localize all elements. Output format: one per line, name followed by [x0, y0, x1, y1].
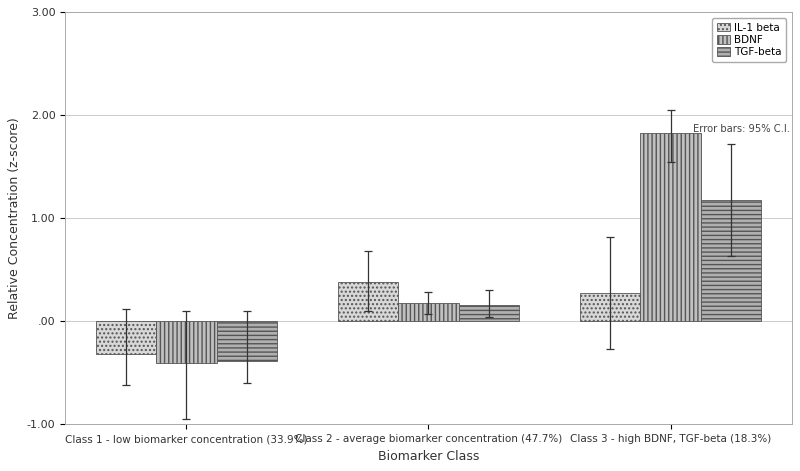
Bar — [217, 321, 277, 360]
Bar — [156, 321, 217, 363]
Bar — [640, 133, 701, 321]
Text: Error bars: 95% C.I.: Error bars: 95% C.I. — [694, 123, 790, 134]
Y-axis label: Relative Concentration (z-score): Relative Concentration (z-score) — [8, 117, 22, 319]
Legend: IL-1 beta, BDNF, TGF-beta: IL-1 beta, BDNF, TGF-beta — [712, 17, 786, 62]
Bar — [398, 303, 458, 321]
Bar — [95, 321, 156, 354]
X-axis label: Biomarker Class: Biomarker Class — [378, 450, 479, 463]
Bar — [338, 282, 398, 321]
Bar — [580, 292, 640, 321]
Bar — [458, 305, 519, 321]
Bar — [701, 200, 762, 321]
